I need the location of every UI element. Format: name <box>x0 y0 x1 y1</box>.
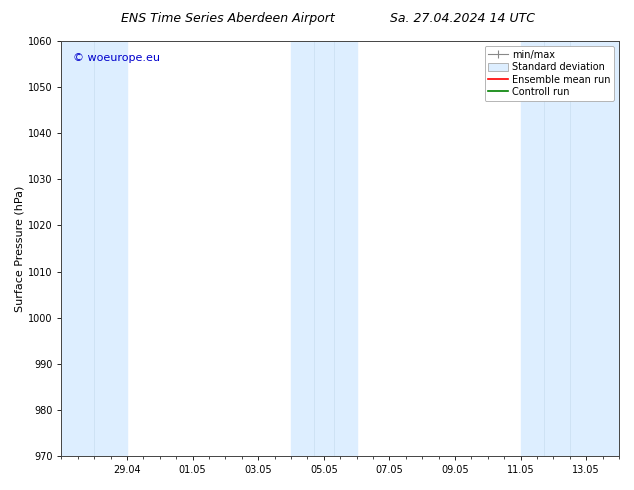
Text: Sa. 27.04.2024 14 UTC: Sa. 27.04.2024 14 UTC <box>391 12 535 25</box>
Bar <box>521 41 619 456</box>
Bar <box>291 41 356 456</box>
Text: © woeurope.eu: © woeurope.eu <box>72 53 160 64</box>
Text: ENS Time Series Aberdeen Airport: ENS Time Series Aberdeen Airport <box>121 12 335 25</box>
Bar <box>61 41 127 456</box>
Legend: min/max, Standard deviation, Ensemble mean run, Controll run: min/max, Standard deviation, Ensemble me… <box>484 46 614 101</box>
Y-axis label: Surface Pressure (hPa): Surface Pressure (hPa) <box>15 185 25 312</box>
